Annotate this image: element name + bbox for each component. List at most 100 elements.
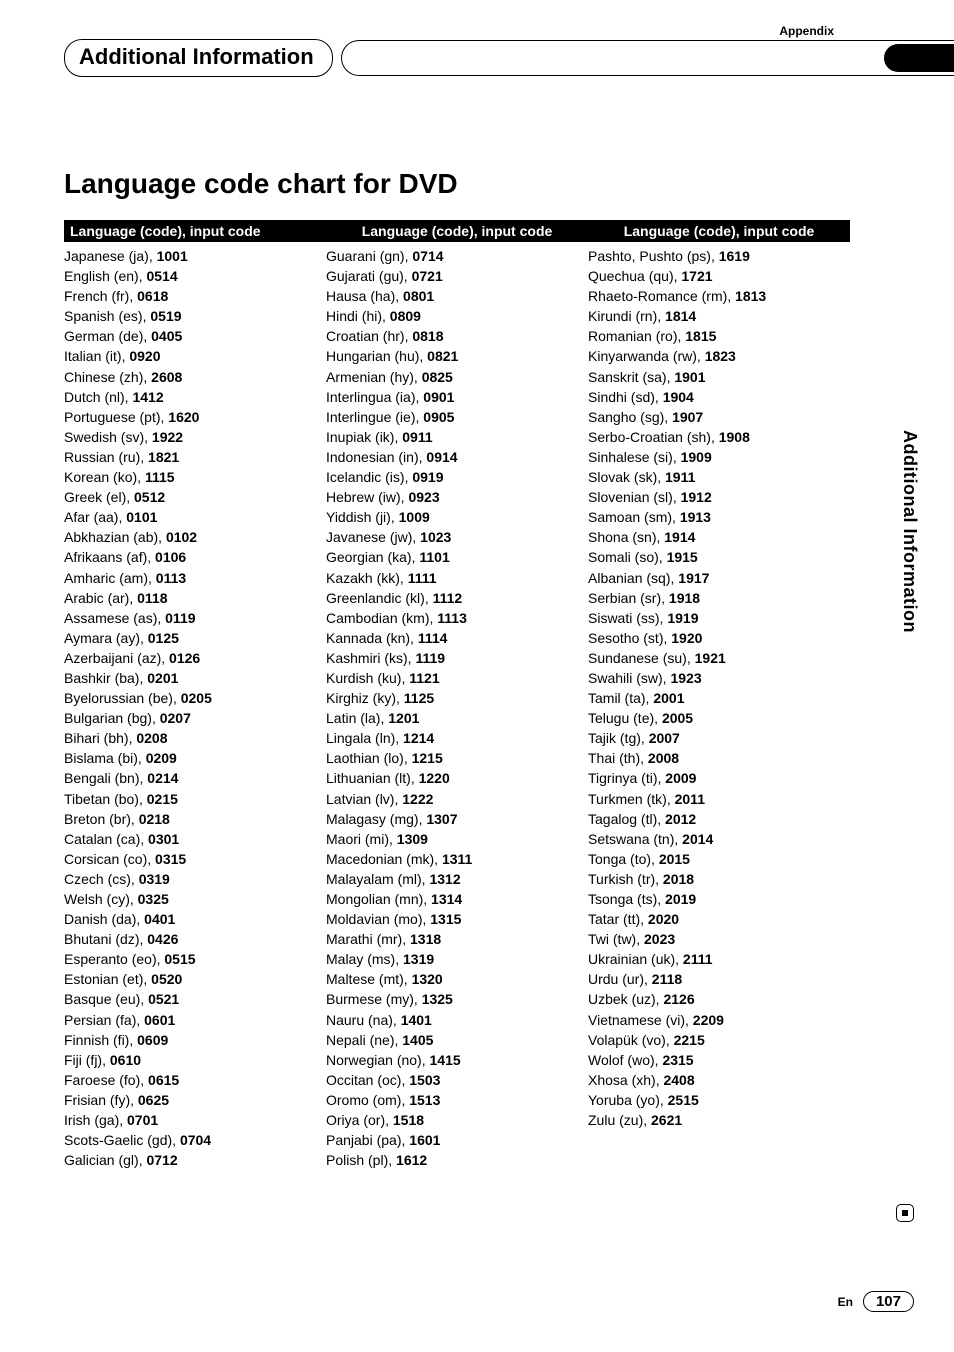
lang-code: 1601 — [409, 1132, 440, 1148]
lang-code: 1904 — [663, 389, 694, 405]
lang-name: Hausa (ha), — [326, 288, 403, 304]
lang-name: Twi (tw), — [588, 931, 644, 947]
column-header: Language (code), input code — [588, 220, 850, 242]
lang-name: Bihari (bh), — [64, 730, 136, 746]
lang-code: 0618 — [137, 288, 168, 304]
lang-code: 1721 — [681, 268, 712, 284]
header-right-rail — [341, 40, 954, 76]
lang-name: Hindi (hi), — [326, 308, 390, 324]
lang-name: Marathi (mr), — [326, 931, 410, 947]
lang-code: 2012 — [665, 811, 696, 827]
lang-row: Portuguese (pt), 1620 — [64, 407, 326, 427]
lang-row: Nepali (ne), 1405 — [326, 1030, 588, 1050]
lang-code: 2020 — [648, 911, 679, 927]
lang-row: Sundanese (su), 1921 — [588, 648, 850, 668]
column-header: Language (code), input code — [64, 220, 326, 242]
lang-code: 1318 — [410, 931, 441, 947]
lang-name: Shona (sn), — [588, 529, 664, 545]
lang-name: Scots-Gaelic (gd), — [64, 1132, 180, 1148]
lang-name: Arabic (ar), — [64, 590, 137, 606]
lang-code: 2018 — [663, 871, 694, 887]
lang-name: Maori (mi), — [326, 831, 397, 847]
lang-name: Galician (gl), — [64, 1152, 146, 1168]
lang-code: 0218 — [139, 811, 170, 827]
lang-row: Finnish (fi), 0609 — [64, 1030, 326, 1050]
lang-name: German (de), — [64, 328, 151, 344]
lang-name: Corsican (co), — [64, 851, 155, 867]
lang-row: Mongolian (mn), 1314 — [326, 889, 588, 909]
lang-code: 1911 — [665, 469, 695, 485]
lang-code: 2019 — [665, 891, 696, 907]
lang-row: Shona (sn), 1914 — [588, 527, 850, 547]
stop-icon — [896, 1204, 914, 1222]
lang-code: 1311 — [442, 851, 472, 867]
lang-name: Macedonian (mk), — [326, 851, 442, 867]
lang-name: Kurdish (ku), — [326, 670, 409, 686]
lang-name: Swedish (sv), — [64, 429, 152, 445]
lang-code: 1920 — [671, 630, 702, 646]
lang-code: 1909 — [681, 449, 712, 465]
lang-name: Tibetan (bo), — [64, 791, 147, 807]
lang-row: Italian (it), 0920 — [64, 346, 326, 366]
lang-code: 1915 — [667, 549, 698, 565]
footer: En 107 — [838, 1291, 914, 1312]
lang-name: Hebrew (iw), — [326, 489, 408, 505]
lang-code: 0514 — [146, 268, 177, 284]
lang-name: Guarani (gn), — [326, 248, 412, 264]
lang-name: Burmese (my), — [326, 991, 422, 1007]
lang-code: 1612 — [396, 1152, 427, 1168]
lang-code: 0319 — [139, 871, 170, 887]
lang-code: 2621 — [651, 1112, 682, 1128]
lang-row: Oromo (om), 1513 — [326, 1090, 588, 1110]
lang-row: Sindhi (sd), 1904 — [588, 387, 850, 407]
lang-code: 0821 — [427, 348, 458, 364]
lang-code: 2118 — [652, 971, 682, 987]
lang-code: 1114 — [418, 630, 448, 646]
lang-row: Amharic (am), 0113 — [64, 568, 326, 588]
lang-code: 2009 — [665, 770, 696, 786]
content-area: Language code chart for DVD Language (co… — [64, 168, 890, 1170]
lang-name: Tonga (to), — [588, 851, 659, 867]
lang-name: Kazakh (kk), — [326, 570, 408, 586]
lang-row: Swahili (sw), 1923 — [588, 668, 850, 688]
lang-name: Bulgarian (bg), — [64, 710, 160, 726]
lang-row: Dutch (nl), 1412 — [64, 387, 326, 407]
lang-code: 0905 — [423, 409, 454, 425]
lang-row: Tamil (ta), 2001 — [588, 688, 850, 708]
lang-code: 1912 — [681, 489, 712, 505]
lang-name: Kannada (kn), — [326, 630, 418, 646]
lang-code: 0315 — [155, 851, 186, 867]
lang-code: 0520 — [151, 971, 182, 987]
lang-code: 1917 — [678, 570, 709, 586]
lang-code: 1401 — [401, 1012, 432, 1028]
lang-code: 0214 — [147, 770, 178, 786]
lang-row: Twi (tw), 2023 — [588, 929, 850, 949]
lang-code: 1125 — [404, 690, 434, 706]
lang-row: Kashmiri (ks), 1119 — [326, 648, 588, 668]
lang-name: Kirghiz (ky), — [326, 690, 404, 706]
lang-name: Bengali (bn), — [64, 770, 147, 786]
lang-row: Arabic (ar), 0118 — [64, 588, 326, 608]
lang-name: Fiji (fj), — [64, 1052, 110, 1068]
lang-row: Malay (ms), 1319 — [326, 949, 588, 969]
lang-row: Kirghiz (ky), 1125 — [326, 688, 588, 708]
lang-code: 1220 — [419, 770, 450, 786]
lang-code: 0801 — [403, 288, 434, 304]
lang-name: Sangho (sg), — [588, 409, 672, 425]
lang-code: 1918 — [669, 590, 700, 606]
lang-row: Tagalog (tl), 2012 — [588, 809, 850, 829]
lang-row: Zulu (zu), 2621 — [588, 1110, 850, 1130]
lang-name: Bislama (bi), — [64, 750, 146, 766]
lang-code: 0301 — [148, 831, 179, 847]
lang-row: Occitan (oc), 1503 — [326, 1070, 588, 1090]
lang-row: Bislama (bi), 0209 — [64, 748, 326, 768]
lang-row: Wolof (wo), 2315 — [588, 1050, 850, 1070]
lang-code: 1121 — [409, 670, 439, 686]
lang-name: Kinyarwanda (rw), — [588, 348, 705, 364]
page-title: Language code chart for DVD — [64, 168, 890, 200]
lang-row: Serbo-Croatian (sh), 1908 — [588, 427, 850, 447]
lang-name: Spanish (es), — [64, 308, 150, 324]
lang-code: 0809 — [390, 308, 421, 324]
lang-code: 0215 — [147, 791, 178, 807]
lang-code: 2209 — [693, 1012, 724, 1028]
